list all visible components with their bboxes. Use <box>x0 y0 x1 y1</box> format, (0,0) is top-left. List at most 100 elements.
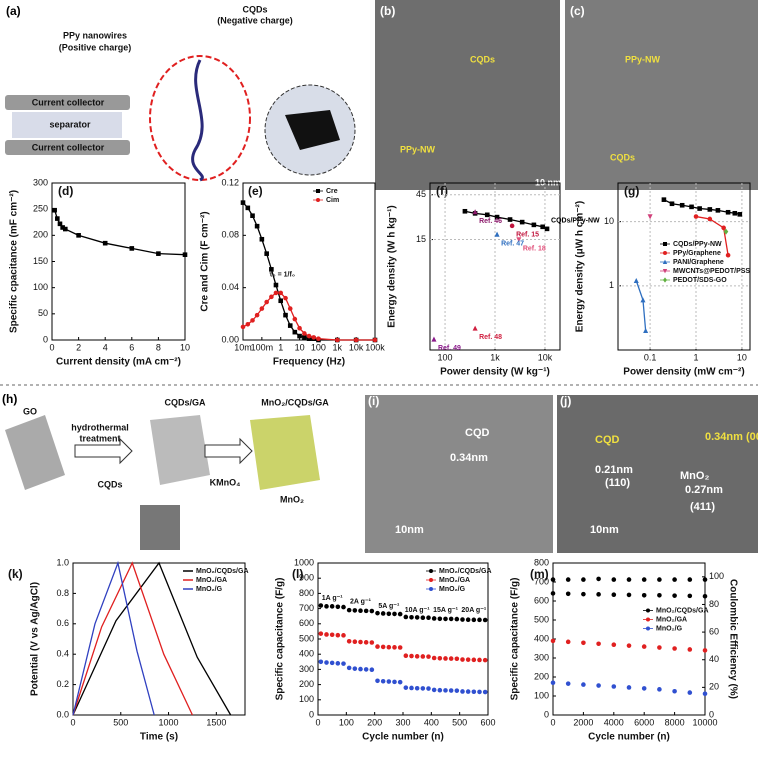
data-point <box>581 591 586 597</box>
y-tick-label: 200 <box>299 679 314 689</box>
x-axis-label: Time (s) <box>140 732 178 743</box>
legend-marker <box>662 259 668 264</box>
data-point <box>329 632 335 638</box>
x-axis-label: Power density (W kg⁻¹) <box>440 367 550 378</box>
image-label: CQDs <box>610 152 635 162</box>
data-point <box>297 333 302 339</box>
data-point <box>287 323 293 328</box>
x-tick-label: 10k <box>349 342 364 352</box>
data-point <box>420 615 426 621</box>
x-tick-label: 2 <box>76 342 81 352</box>
point-label: CQDs/PPy-NW <box>551 218 600 225</box>
image-label: (Negative charge) <box>217 15 293 25</box>
x-tick-label: 10000 <box>692 717 717 727</box>
x-tick-label: 1 <box>278 342 283 352</box>
data-point <box>102 240 108 246</box>
data-point <box>437 616 443 622</box>
y-tick-label: 600 <box>534 595 549 605</box>
data-point <box>477 657 482 663</box>
panel-label: (l) <box>292 567 303 581</box>
data-point <box>471 617 477 623</box>
y-tick-label: 300 <box>33 177 48 187</box>
panel-label: (h) <box>2 392 17 406</box>
data-point <box>484 212 490 218</box>
x-axis-label: Cycle number (n) <box>588 732 670 743</box>
data-point <box>737 212 743 217</box>
data-point <box>292 316 298 322</box>
data-point <box>409 653 414 659</box>
annotation: 5A g⁻¹ <box>378 603 400 610</box>
point-label: Ref. 49 <box>438 345 461 352</box>
data-point <box>661 197 667 202</box>
data-point <box>672 646 677 651</box>
data-point <box>375 610 380 616</box>
data-point <box>465 657 471 662</box>
image-label: CQD <box>595 434 620 446</box>
data-point <box>392 611 397 617</box>
data-point <box>335 632 341 638</box>
data-point <box>540 224 545 230</box>
data-point <box>448 616 454 622</box>
data-point <box>283 312 288 318</box>
image-label: 0.21nm <box>595 464 633 476</box>
x-tick-label: 0 <box>49 342 54 352</box>
x-tick-label: 1k <box>490 352 500 362</box>
annotation: 20A g⁻¹ <box>461 607 486 614</box>
data-point <box>465 689 471 694</box>
image-label: 10nm <box>590 524 619 536</box>
nanowire <box>191 59 204 182</box>
data-point <box>611 592 617 598</box>
y-tick-label: 300 <box>299 664 314 674</box>
data-point <box>57 221 63 227</box>
data-point <box>626 643 632 648</box>
series-line <box>635 280 647 331</box>
data-point <box>697 206 702 211</box>
y-tick-label: 10 <box>604 216 614 226</box>
data-point <box>341 633 346 638</box>
legend-marker <box>316 198 320 202</box>
photo <box>140 505 180 550</box>
data-point <box>318 659 324 665</box>
data-point <box>335 604 341 610</box>
image-label: CQD <box>465 427 490 439</box>
data-point <box>358 666 363 672</box>
data-point <box>302 331 307 336</box>
image-label: PPy nanowires <box>63 30 127 40</box>
data-point <box>318 603 324 608</box>
data-point <box>672 577 677 582</box>
data-point <box>363 640 369 645</box>
series-line <box>695 215 729 256</box>
data-point <box>182 252 188 257</box>
legend-marker <box>663 242 667 246</box>
y2-tick-label: 40 <box>709 654 719 664</box>
separator <box>12 112 122 138</box>
image-label: 0.34nm (002) <box>705 431 758 443</box>
data-point <box>462 208 468 214</box>
legend-label: MnO₂/CQDs/GA <box>439 568 492 575</box>
data-point <box>565 639 571 645</box>
y-tick-label: 100 <box>299 694 314 704</box>
data-point <box>643 327 649 333</box>
data-point <box>626 685 632 690</box>
data-point <box>482 657 488 663</box>
y-tick-label: 1000 <box>294 557 314 567</box>
go-sheet <box>5 415 65 490</box>
y-tick-label: 15 <box>416 234 426 244</box>
data-point <box>245 205 251 211</box>
data-point <box>324 660 329 665</box>
data-point <box>640 297 646 303</box>
data-point <box>550 577 556 582</box>
x-tick-label: 500 <box>113 717 128 727</box>
legend-label: MnO₂/CQDs/GA <box>196 568 249 575</box>
y-tick-label: 0.0 <box>56 709 69 719</box>
data-point <box>596 641 601 647</box>
data-point <box>283 295 288 301</box>
x-tick-label: 10 <box>180 342 190 352</box>
x-tick-label: 10 <box>737 352 747 362</box>
x-tick-label: 1k <box>333 342 343 352</box>
x-tick-label: 600 <box>480 717 495 727</box>
x-tick-label: 100 <box>339 717 354 727</box>
data-point <box>409 685 414 691</box>
data-point <box>707 216 713 222</box>
data-point <box>264 251 269 256</box>
